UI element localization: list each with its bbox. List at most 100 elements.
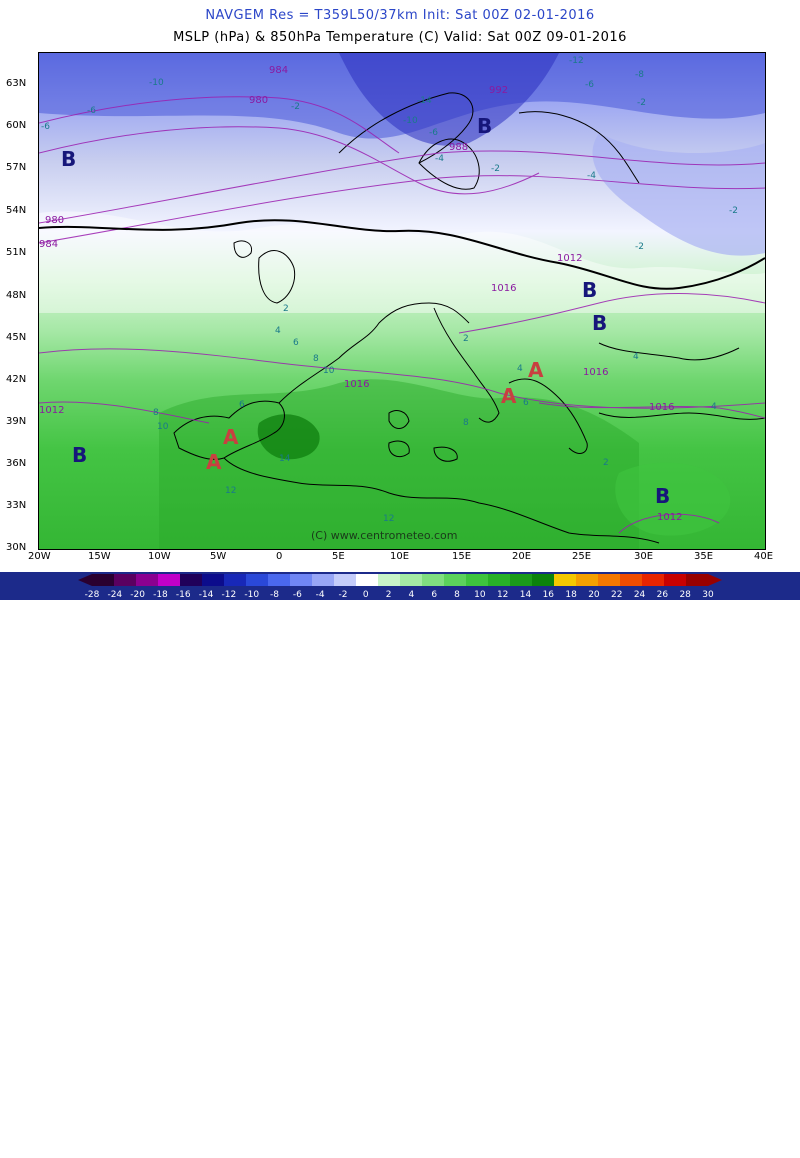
low-pressure-center: B bbox=[61, 147, 76, 171]
colorbar-tick-label: -2 bbox=[338, 590, 347, 600]
colorbar-swatch bbox=[180, 574, 203, 586]
isotherm-label: -2 bbox=[635, 242, 644, 252]
lat-label: 36N bbox=[6, 458, 27, 469]
cold-core-scandinavia bbox=[339, 53, 559, 146]
isotherm-label: -6 bbox=[585, 80, 594, 90]
colorbar-tick-label: 22 bbox=[611, 590, 622, 600]
colorbar-swatch bbox=[378, 574, 401, 586]
weather-map: B B B B B B A A A A 984 980 988 992 980 … bbox=[38, 52, 766, 550]
colorbar-swatch bbox=[290, 574, 313, 586]
isobar-label: 984 bbox=[269, 65, 288, 76]
colorbar-swatch bbox=[114, 574, 137, 586]
high-pressure-center: A bbox=[528, 358, 544, 382]
isotherm-label: 2 bbox=[603, 458, 609, 468]
colorbar-swatch bbox=[246, 574, 269, 586]
isotherm-label: 4 bbox=[517, 364, 523, 374]
isobar-label: 1016 bbox=[491, 283, 516, 294]
lat-label: 57N bbox=[6, 162, 27, 173]
colorbar-right-arrow bbox=[708, 574, 722, 586]
high-pressure-center: A bbox=[223, 425, 239, 449]
map-title-line-2: MSLP (hPa) & 850hPa Temperature (C) Vali… bbox=[173, 30, 627, 45]
isobars bbox=[39, 96, 765, 534]
colorbar-swatch bbox=[444, 574, 467, 586]
isotherm-label: -6 bbox=[87, 106, 96, 116]
colorbar-swatch bbox=[664, 574, 687, 586]
colorbar-tick-label: -24 bbox=[107, 590, 122, 600]
isotherm-label: -2 bbox=[291, 102, 300, 112]
lat-label: 60N bbox=[6, 120, 27, 131]
lat-label: 30N bbox=[6, 542, 27, 553]
colorbar-tick-label: 28 bbox=[679, 590, 691, 600]
isotherm-label: 6 bbox=[293, 338, 299, 348]
isotherm-label: 8 bbox=[313, 354, 319, 364]
colorbar-tick-label: 18 bbox=[565, 590, 577, 600]
isobar-label: 984 bbox=[39, 239, 58, 250]
isotherm-label: 10 bbox=[323, 366, 335, 376]
colorbar-swatch bbox=[598, 574, 621, 586]
lat-label: 42N bbox=[6, 374, 27, 385]
isotherm-label: 2 bbox=[283, 304, 289, 314]
isotherm-label: 10 bbox=[157, 422, 169, 432]
colorbar-tick-label: 26 bbox=[657, 590, 669, 600]
lon-label: 10W bbox=[148, 551, 171, 562]
colorbar-swatch bbox=[356, 574, 379, 586]
isotherm-label: -4 bbox=[435, 154, 444, 164]
isobar-label: 1012 bbox=[39, 405, 64, 416]
colorbar-swatch bbox=[92, 574, 115, 586]
colorbar-swatch bbox=[554, 574, 577, 586]
isotherm-label: -14 bbox=[417, 96, 432, 106]
lon-label: 35E bbox=[694, 551, 714, 562]
isotherm-label: 6 bbox=[523, 398, 529, 408]
colorbar-tick-label: 24 bbox=[634, 590, 646, 600]
low-pressure-center: B bbox=[582, 278, 597, 302]
lon-label: 25E bbox=[572, 551, 592, 562]
colorbar-swatch bbox=[488, 574, 511, 586]
lon-label: 0 bbox=[276, 551, 283, 562]
isotherm-label: -2 bbox=[491, 164, 500, 174]
colorbar-swatches bbox=[92, 574, 709, 586]
lon-label: 20W bbox=[28, 551, 51, 562]
colorbar-swatch bbox=[642, 574, 665, 586]
lat-label: 48N bbox=[6, 290, 27, 301]
isotherm-label: 8 bbox=[153, 408, 159, 418]
high-pressure-center: A bbox=[206, 450, 222, 474]
lon-label: 15W bbox=[88, 551, 111, 562]
colorbar-tick-label: 0 bbox=[363, 590, 369, 600]
colorbar-swatch bbox=[202, 574, 225, 586]
colorbar-ticks: -28 -24 -20 -18 -16 -14 -12 -10 -8 -6 -4 -2 0 2 4 6 8 10 1… bbox=[85, 590, 714, 600]
isotherm-label: 4 bbox=[711, 402, 717, 412]
copyright-text: (C) www.centrometeo.com bbox=[311, 529, 457, 542]
isotherm-label: -12 bbox=[569, 56, 584, 66]
colorbar-tick-label: 12 bbox=[497, 590, 508, 600]
colorbar-tick-label: -4 bbox=[316, 590, 325, 600]
lat-label: 54N bbox=[6, 205, 27, 216]
colorbar-tick-label: 6 bbox=[431, 590, 437, 600]
colorbar-swatch bbox=[268, 574, 291, 586]
colorbar-swatch bbox=[510, 574, 533, 586]
colorbar-swatch bbox=[400, 574, 423, 586]
low-pressure-center: B bbox=[592, 311, 607, 335]
isobar-label: 1016 bbox=[344, 379, 369, 390]
isotherm-label: 2 bbox=[463, 334, 469, 344]
colorbar-tick-label: -10 bbox=[244, 590, 259, 600]
isobar-label: 1016 bbox=[583, 367, 608, 378]
colorbar-left-arrow bbox=[78, 574, 92, 586]
lon-label: 5E bbox=[332, 551, 345, 562]
lon-label: 15E bbox=[452, 551, 472, 562]
map-title-line-1: NAVGEM Res = T359L50/37km Init: Sat 00Z … bbox=[205, 8, 595, 23]
colorbar-swatch bbox=[422, 574, 445, 586]
colorbar-swatch bbox=[224, 574, 247, 586]
colorbar-tick-label: 30 bbox=[702, 590, 714, 600]
lon-label: 40E bbox=[754, 551, 774, 562]
brand-logo-left: centrometeo bbox=[30, 1147, 103, 1158]
isobar-label: 980 bbox=[45, 215, 64, 226]
colorbar-swatch bbox=[620, 574, 643, 586]
isobar-label: 1012 bbox=[657, 512, 682, 523]
colorbar-tick-label: -28 bbox=[85, 590, 100, 600]
cold-air-east bbox=[592, 133, 765, 256]
isobar-label: 1012 bbox=[557, 253, 582, 264]
isobar-label: 980 bbox=[249, 95, 268, 106]
temperature-colorbar: -28 -24 -20 -18 -16 -14 -12 -10 -8 -6 -4 -2 0 2 4 6 8 10 1… bbox=[0, 572, 800, 1158]
colorbar-swatch bbox=[312, 574, 335, 586]
colorbar-tick-label: -12 bbox=[222, 590, 237, 600]
